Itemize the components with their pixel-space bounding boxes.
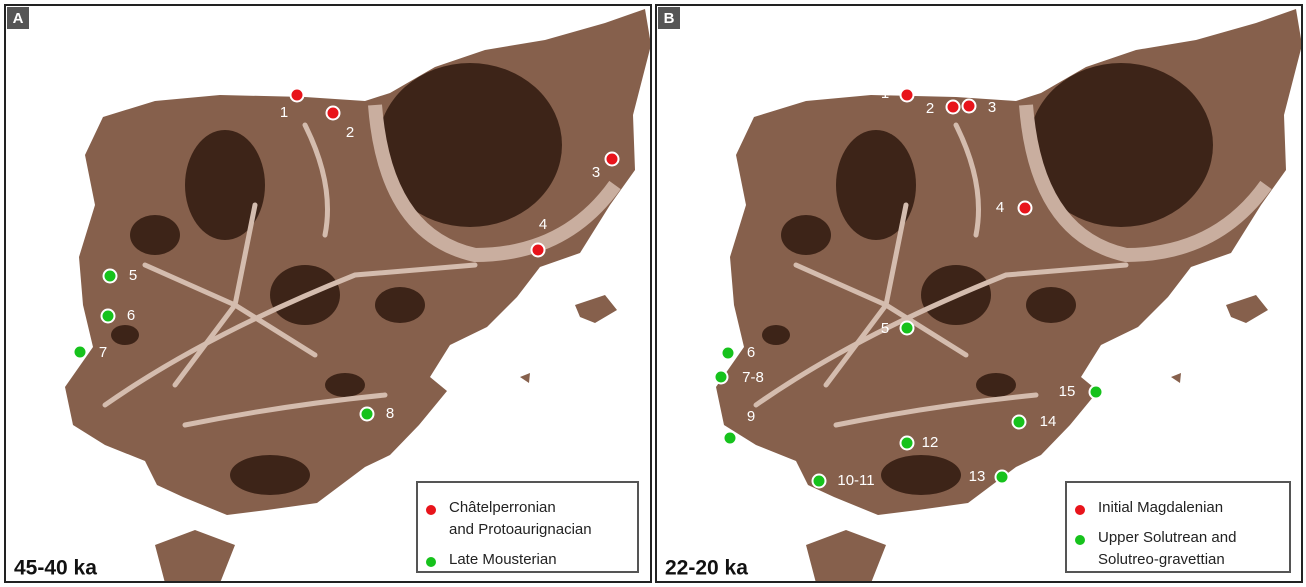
legend-text: Late Mousterian <box>449 551 557 568</box>
legend-marker <box>1075 535 1085 545</box>
site-label: 3 <box>592 164 600 181</box>
site-label: 9 <box>747 408 755 425</box>
figure: A45-40 ka12345678Châtelperronianand Prot… <box>0 0 1306 587</box>
site-marker <box>532 244 545 257</box>
site-marker <box>291 89 304 102</box>
map-panel: A 45-40 ka 1 2 3 4 5 6 7 8 Châtelperronian and Prot… <box>5 5 651 583</box>
legend: Initial Magdalenian Upper Solutrean and So… <box>1066 482 1290 572</box>
site-marker <box>724 432 737 445</box>
site-label: 5 <box>129 267 137 284</box>
site-marker <box>327 107 340 120</box>
legend-text: Upper Solutrean and <box>1098 529 1236 546</box>
site-marker <box>1013 416 1026 429</box>
panel-letter: A <box>13 10 24 27</box>
legend-text: Châtelperronian <box>449 499 556 516</box>
site-marker <box>606 153 619 166</box>
site-label: 4 <box>539 216 547 233</box>
site-label: 10-11 <box>837 472 874 489</box>
site-marker <box>722 347 735 360</box>
site-label: 7 <box>99 344 107 361</box>
site-marker <box>901 437 914 450</box>
site-marker <box>947 101 960 114</box>
panel-letter: B <box>664 10 675 27</box>
site-marker <box>1019 202 1032 215</box>
site-marker <box>963 100 976 113</box>
site-label: 6 <box>127 307 135 324</box>
legend-text: Solutreo-gravettian <box>1098 551 1225 568</box>
legend: Châtelperronian and Protoaurignacian Late … <box>417 482 638 572</box>
site-marker <box>102 310 115 323</box>
site-label: 1 <box>280 104 288 121</box>
site-label: 7-8 <box>742 369 764 386</box>
legend-text: and Protoaurignacian <box>449 521 592 538</box>
site-marker <box>74 346 87 359</box>
site-label: 4 <box>996 199 1004 216</box>
site-label: 14 <box>1040 413 1057 430</box>
period-label: 22-20 ka <box>665 557 748 580</box>
site-label: 8 <box>386 405 394 422</box>
site-marker <box>996 471 1009 484</box>
site-label: 12 <box>922 434 939 451</box>
site-label: 2 <box>346 124 354 141</box>
legend-marker <box>426 505 436 515</box>
site-label: 2 <box>926 100 934 117</box>
period-label: 45-40 ka <box>14 557 97 580</box>
site-label: 3 <box>988 99 996 116</box>
legend-text: Initial Magdalenian <box>1098 499 1223 516</box>
site-marker <box>361 408 374 421</box>
legend-marker <box>426 557 436 567</box>
site-marker <box>901 322 914 335</box>
site-label: 15 <box>1059 383 1076 400</box>
site-label: 6 <box>747 344 755 361</box>
site-label: 1 <box>881 85 889 102</box>
site-marker <box>901 89 914 102</box>
site-marker <box>813 475 826 488</box>
site-label: 13 <box>969 468 986 485</box>
site-marker <box>1090 386 1103 399</box>
site-label: 5 <box>881 320 889 337</box>
site-marker <box>715 371 728 384</box>
legend-marker <box>1075 505 1085 515</box>
site-marker <box>104 270 117 283</box>
